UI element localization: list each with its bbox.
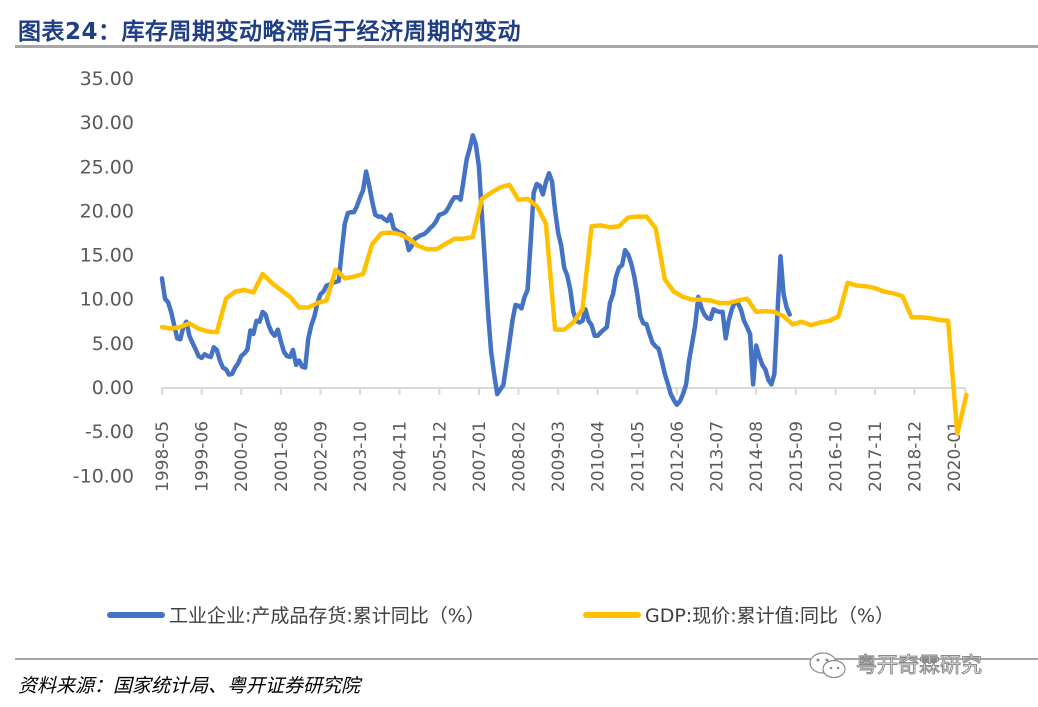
y-tick-label: 30.00 xyxy=(80,112,134,134)
legend-label-gdp: GDP:现价:累计值:同比（%） xyxy=(645,605,895,627)
watermark-text: 粤开奇霖研究 xyxy=(856,653,983,678)
x-tick-label: 2012-06 xyxy=(668,421,688,492)
x-tick-label: 2013-07 xyxy=(708,421,728,492)
y-tick-label: -10.00 xyxy=(73,465,134,487)
x-tick-label: 2016-10 xyxy=(826,421,846,492)
x-tick-label: 2018-12 xyxy=(906,421,926,492)
line-chart: 35.00 30.00 25.00 20.00 15.00 10.00 5.00 0.00 -5… xyxy=(73,68,969,492)
y-tick-label: 35.00 xyxy=(80,68,134,90)
x-tick-label: 2017-11 xyxy=(866,421,886,492)
x-tick-label: 1999-06 xyxy=(193,421,213,492)
page-title: 图表24：库存周期变动略滞后于经济周期的变动 xyxy=(18,19,522,45)
legend-item-gdp: GDP:现价:累计值:同比（%） xyxy=(583,601,894,628)
x-tick-label: 2010-04 xyxy=(589,421,609,492)
y-tick-label: 0.00 xyxy=(92,377,134,399)
y-tick-label: 10.00 xyxy=(80,289,134,311)
x-tick-label: 2004-11 xyxy=(391,421,411,492)
x-tick-label: 2014-08 xyxy=(747,421,767,492)
y-axis: 35.00 30.00 25.00 20.00 15.00 10.00 5.00 0.00 -5… xyxy=(73,68,134,487)
legend-label-inventory: 工业企业:产成品存货:累计同比（%） xyxy=(169,605,485,627)
legend-swatch-blue xyxy=(107,611,165,618)
legend-swatch-yellow xyxy=(583,611,641,618)
y-tick-label: 15.00 xyxy=(80,245,134,267)
watermark: 粤开奇霖研究 xyxy=(808,649,983,679)
y-tick-label: 25.00 xyxy=(80,156,134,178)
x-tick-label: 2020-01 xyxy=(945,421,965,492)
x-tick-label: 2003-10 xyxy=(351,421,371,492)
legend-item-inventory: 工业企业:产成品存货:累计同比（%） xyxy=(107,601,485,628)
footer-divider xyxy=(15,658,1038,660)
x-tick-label: 2009-03 xyxy=(549,421,569,492)
x-tick-label: 2005-12 xyxy=(430,421,450,492)
x-tick-label: 2002-09 xyxy=(311,421,331,492)
x-tick-label: 2011-05 xyxy=(628,421,648,492)
y-tick-label: -5.00 xyxy=(85,421,134,443)
source-note: 资料来源：国家统计局、粤开证券研究院 xyxy=(18,675,361,697)
y-tick-label: 20.00 xyxy=(80,200,134,222)
x-tick-label: 1998-05 xyxy=(153,421,173,492)
y-tick-label: 5.00 xyxy=(92,333,134,355)
x-axis: 1998-05 1999-06 2000-07 2001-08 2002-09 2003-… xyxy=(153,387,967,492)
x-tick-label: 2001-08 xyxy=(272,421,292,492)
series-line-inventory xyxy=(159,133,792,407)
series-line-gdp xyxy=(159,182,969,437)
x-tick-label: 2008-02 xyxy=(509,421,529,492)
x-tick-label: 2007-01 xyxy=(470,421,490,492)
title-divider xyxy=(15,45,1038,48)
x-tick-label: 2015-09 xyxy=(787,421,807,492)
wechat-icon xyxy=(808,651,850,679)
series-group xyxy=(159,133,969,437)
x-tick-label: 2000-07 xyxy=(232,421,252,492)
